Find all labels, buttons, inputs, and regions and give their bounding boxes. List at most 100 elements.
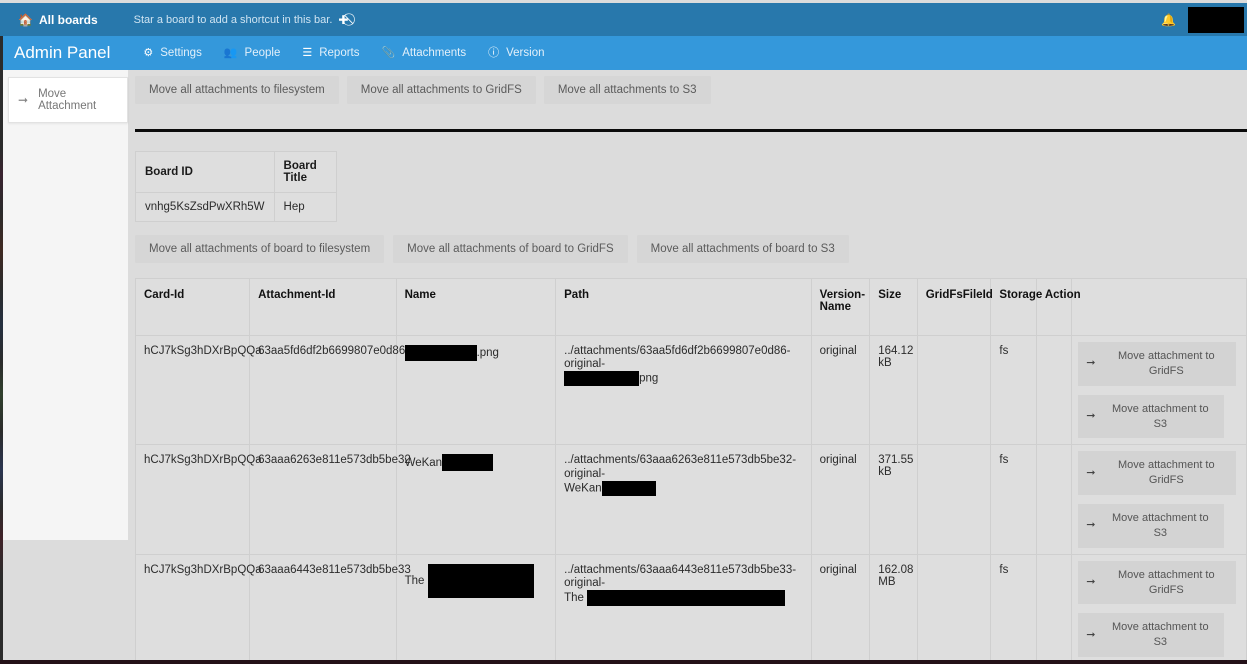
path-line-1: ../attachments/63aaa6443e811e573db5be33-… <box>564 563 797 589</box>
name-prefix: The <box>404 574 428 587</box>
path-line-1: ../attachments/63aaa6263e811e573db5be32-… <box>564 454 797 480</box>
sidebar-item-move-attachment[interactable]: ➞ Move Attachment <box>9 78 127 122</box>
cell-version-name: original <box>810 444 871 555</box>
header-action-buttons <box>1071 278 1247 336</box>
tab-attachments-label: Attachments <box>402 47 467 59</box>
header-name: Name <box>395 278 557 336</box>
board-table-header-board-id: Board ID <box>135 151 275 193</box>
tab-people-label: People <box>244 47 281 59</box>
move-all-to-gridfs-button[interactable]: Move all attachments to GridFS <box>346 76 536 104</box>
move-all-to-filesystem-button[interactable]: Move all attachments to filesystem <box>135 76 339 104</box>
cell-size: 164.12 kB <box>869 334 918 446</box>
table-row: hCJ7kSg3hDXrBpQQa 63aaa6443e811e573db5be… <box>134 553 1247 664</box>
sidebar: ➞ Move Attachment <box>8 77 128 123</box>
cell-action-buttons: ➞ Move attachment to GridFS ➞ Move attac… <box>1071 553 1247 664</box>
board-title-value: Hep <box>273 192 337 222</box>
tab-people[interactable]: 👥 People <box>213 41 292 65</box>
shortcut-hint: Star a board to add a shortcut in this b… <box>134 12 352 27</box>
path-line-1: ../attachments/63aa5fd6df2b6699807e0d86-… <box>564 345 791 371</box>
move-attachment-to-gridfs-button[interactable]: ➞ Move attachment to GridFS <box>1078 451 1237 496</box>
tab-settings[interactable]: ⚙ Settings <box>132 41 212 65</box>
header-attachment-id: Attachment-Id <box>249 278 397 336</box>
sidebar-item-label: Move Attachment <box>38 88 97 112</box>
move-attachment-s3-label: Move attachment to S3 <box>1112 402 1209 430</box>
header-version-name: Version-Name <box>810 278 871 336</box>
admin-nav-bar: Admin Panel ⚙ Settings 👥 People ☰ Report… <box>0 36 1247 70</box>
cell-storage: fs <box>990 553 1037 664</box>
arrow-right-icon: ➞ <box>1086 466 1096 479</box>
move-attachment-to-gridfs-button[interactable]: ➞ Move attachment to GridFS <box>1078 342 1237 386</box>
bell-icon[interactable]: 🔔 <box>1161 12 1176 27</box>
section-divider <box>135 129 1247 132</box>
tab-reports[interactable]: ☰ Reports <box>291 41 370 65</box>
cell-gridfsfileid <box>916 334 992 446</box>
attachments-table: Card-Id Attachment-Id Name Path Version-… <box>134 278 1247 664</box>
attachments-table-header-row: Card-Id Attachment-Id Name Path Version-… <box>134 278 1247 336</box>
move-board-to-filesystem-button[interactable]: Move all attachments of board to filesys… <box>135 235 385 263</box>
cell-size: 162.08 MB <box>869 553 918 664</box>
home-icon: 🏠 <box>18 12 33 27</box>
cell-card-id: hCJ7kSg3hDXrBpQQa <box>134 334 262 446</box>
arrow-right-icon: ➞ <box>1086 628 1096 641</box>
path-suffix: png <box>639 372 659 385</box>
cell-attachment-id: 63aa5fd6df2b6699807e0d86 <box>249 334 405 446</box>
tab-attachments[interactable]: 📎 Attachments <box>371 41 478 65</box>
all-boards-link[interactable]: 🏠 All boards <box>10 9 106 31</box>
cell-name: .png <box>395 334 557 446</box>
user-menu-redacted[interactable] <box>1188 6 1244 33</box>
name-redaction <box>404 345 477 361</box>
cell-card-id: hCJ7kSg3hDXrBpQQa <box>134 553 262 664</box>
table-row: hCJ7kSg3hDXrBpQQa 63aaa6263e811e573db5be… <box>134 444 1247 555</box>
name-prefix: WeKan <box>404 456 443 469</box>
header-gridfsfileid: GridFsFileId <box>916 278 993 336</box>
move-attachment-to-s3-button[interactable]: ➞ Move attachment to S3 <box>1078 613 1225 658</box>
cell-action-buttons: ➞ Move attachment to GridFS ➞ Move attac… <box>1071 334 1247 446</box>
paperclip-icon: 📎 <box>381 46 396 59</box>
path-redaction <box>587 590 786 607</box>
path-prefix: The <box>564 592 588 605</box>
header-action: Action <box>1035 278 1081 336</box>
table-row: hCJ7kSg3hDXrBpQQa 63aa5fd6df2b6699807e0d… <box>134 334 1247 446</box>
name-suffix: .png <box>476 347 499 360</box>
gear-icon: ⚙ <box>143 46 154 59</box>
move-attachment-s3-label: Move attachment to S3 <box>1112 621 1209 649</box>
plus-move-icon[interactable]: ✚ <box>338 12 349 27</box>
cell-card-id: hCJ7kSg3hDXrBpQQa <box>134 444 262 555</box>
shortcut-hint-text: Star a board to add a shortcut in this b… <box>133 13 333 26</box>
info-icon: ⓘ <box>488 46 500 59</box>
move-board-to-s3-button[interactable]: Move all attachments of board to S3 <box>636 235 849 263</box>
main-content: Move all attachments to filesystem Move … <box>134 76 1247 664</box>
cell-action <box>1035 334 1073 446</box>
board-action-buttons: Move all attachments of board to filesys… <box>135 235 1247 263</box>
move-attachment-to-s3-button[interactable]: ➞ Move attachment to S3 <box>1078 394 1225 439</box>
cell-name: The <box>395 553 557 664</box>
tab-version[interactable]: ⓘ Version <box>477 41 555 65</box>
arrow-right-icon: ➞ <box>1086 410 1096 423</box>
left-edge-strip <box>0 36 3 664</box>
tab-settings-label: Settings <box>160 47 202 59</box>
move-all-to-s3-button[interactable]: Move all attachments to S3 <box>543 76 711 104</box>
arrow-right-icon: ➞ <box>1086 576 1096 589</box>
cell-action-buttons: ➞ Move attachment to GridFS ➞ Move attac… <box>1071 444 1247 555</box>
cell-attachment-id: 63aaa6443e811e573db5be33 <box>249 553 411 664</box>
header-storage: Storage <box>990 278 1042 336</box>
cell-path: ../attachments/63aa5fd6df2b6699807e0d86-… <box>555 334 812 446</box>
cell-storage: fs <box>990 444 1037 555</box>
cell-gridfsfileid <box>916 444 992 555</box>
cell-path: ../attachments/63aaa6443e811e573db5be33-… <box>555 553 812 664</box>
cell-path: ../attachments/63aaa6263e811e573db5be32-… <box>555 444 812 555</box>
all-boards-label: All boards <box>38 12 98 27</box>
header-card-id: Card-Id <box>134 278 251 336</box>
arrow-right-icon: ➞ <box>18 93 29 107</box>
top-bar: 🏠 All boards Star a board to add a short… <box>0 3 1247 36</box>
arrow-right-icon: ➞ <box>1086 357 1096 370</box>
header-size: Size <box>869 278 918 336</box>
move-attachment-gridfs-label: Move attachment to GridFS <box>1118 350 1215 377</box>
move-attachment-to-gridfs-button[interactable]: ➞ Move attachment to GridFS <box>1078 560 1237 605</box>
name-redaction <box>442 454 494 472</box>
move-board-to-gridfs-button[interactable]: Move all attachments of board to GridFS <box>393 235 628 263</box>
people-icon: 👥 <box>223 46 238 59</box>
cell-action <box>1035 444 1073 555</box>
cell-version-name: original <box>810 553 871 664</box>
move-attachment-to-s3-button[interactable]: ➞ Move attachment to S3 <box>1078 504 1225 548</box>
